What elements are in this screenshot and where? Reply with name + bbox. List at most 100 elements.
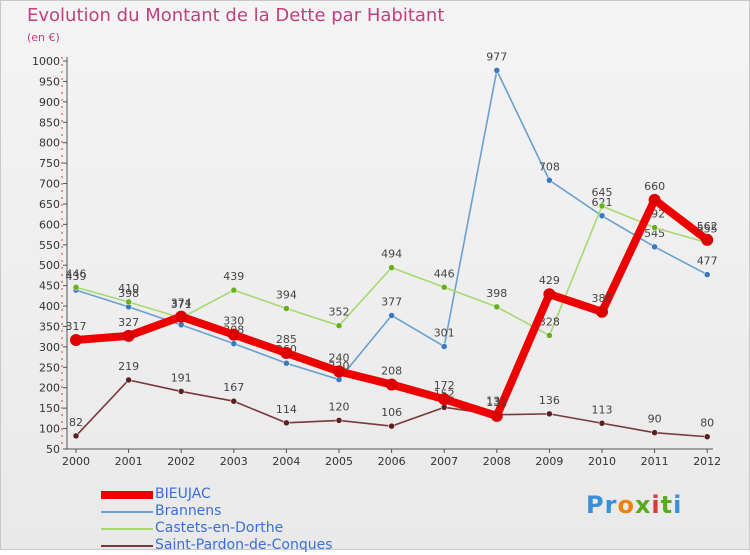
data-label: 301 — [434, 326, 455, 339]
logo-letter: i — [651, 491, 661, 519]
y-tick-label: 100 — [39, 423, 60, 436]
data-point — [543, 288, 556, 301]
y-tick-label: 950 — [39, 75, 60, 88]
y-tick-label: 650 — [39, 198, 60, 211]
data-label: 82 — [69, 416, 83, 429]
data-label: 439 — [223, 270, 244, 283]
data-label: 446 — [66, 267, 87, 280]
legend-label: Brannens — [155, 503, 222, 519]
legend-item-castets: Castets-en-Dorthe — [101, 521, 361, 538]
data-label: 977 — [486, 50, 507, 63]
data-label: 219 — [118, 360, 139, 373]
y-tick-label: 250 — [39, 361, 60, 374]
x-tick-label: 2009 — [535, 455, 563, 468]
data-label: 545 — [644, 227, 665, 240]
data-label: 410 — [118, 282, 139, 295]
data-point — [648, 193, 661, 206]
data-point — [440, 404, 448, 411]
legend-label: BIEUJAC — [155, 486, 211, 502]
data-point — [546, 332, 553, 339]
data-label: 494 — [381, 248, 402, 261]
data-label: 621 — [592, 196, 613, 209]
data-label: 708 — [539, 160, 560, 173]
data-point — [651, 243, 658, 251]
legend-item-brannens: Brannens — [101, 504, 361, 521]
data-point — [283, 305, 290, 312]
data-point — [546, 177, 553, 184]
y-tick-label: 150 — [39, 402, 60, 415]
data-point — [703, 271, 711, 278]
data-label: 371 — [171, 298, 192, 311]
data-point — [438, 393, 451, 406]
data-point — [72, 432, 80, 440]
proxiti-logo: Proxiti — [586, 491, 682, 519]
logo-letter: P — [586, 491, 605, 519]
y-tick-label: 550 — [39, 239, 60, 252]
data-point — [283, 419, 290, 427]
y-tick-label: 900 — [39, 96, 60, 109]
data-label: 660 — [644, 180, 665, 193]
data-point — [335, 322, 343, 329]
data-label: 398 — [118, 287, 139, 300]
data-label: 394 — [276, 289, 297, 302]
data-point — [651, 224, 658, 231]
data-point — [493, 67, 501, 74]
y-tick-label: 200 — [39, 382, 60, 395]
y-tick-label: 850 — [39, 116, 60, 129]
x-tick-label: 2006 — [378, 455, 406, 468]
data-point — [335, 376, 343, 383]
y-tick-label: 800 — [39, 137, 60, 150]
x-tick-label: 2008 — [483, 455, 511, 468]
legend-item-saint-pardon: Saint-Pardon-de-Conques — [101, 538, 361, 555]
data-label: 136 — [539, 394, 560, 407]
data-label: 439 — [66, 270, 87, 283]
x-tick-label: 2002 — [167, 455, 195, 468]
y-tick-label: 1000 — [32, 55, 60, 68]
logo-letter: t — [660, 491, 674, 519]
x-tick-label: 2000 — [62, 455, 90, 468]
data-label: 352 — [329, 306, 350, 319]
data-point — [701, 233, 714, 246]
x-tick-label: 2003 — [220, 455, 248, 468]
data-point — [493, 303, 501, 311]
chart-title: Evolution du Montant de la Dette par Hab… — [27, 5, 445, 26]
data-label: 317 — [66, 320, 87, 333]
data-label: 90 — [648, 413, 662, 426]
data-label: 429 — [539, 274, 560, 287]
legend-swatch — [101, 491, 153, 499]
logo-letter: o — [617, 491, 635, 519]
logo-letter: i — [673, 491, 683, 519]
chart-subtitle: (en €) — [27, 31, 60, 44]
logo-letter: x — [634, 491, 652, 519]
legend-label: Saint-Pardon-de-Conques — [155, 537, 333, 553]
logo-letter: r — [604, 491, 618, 519]
data-label: 114 — [276, 403, 297, 416]
x-tick-label: 2001 — [115, 455, 143, 468]
data-point — [280, 347, 293, 360]
data-point — [230, 397, 238, 405]
data-label: 327 — [118, 316, 139, 329]
y-tick-label: 350 — [39, 320, 60, 333]
data-label: 446 — [434, 267, 455, 280]
y-tick-label: 300 — [39, 341, 60, 354]
data-label: 131 — [486, 396, 507, 409]
legend-item-bieujac: BIEUJAC — [101, 487, 361, 504]
y-tick-label: 450 — [39, 280, 60, 293]
data-point — [175, 310, 188, 323]
data-label: 477 — [697, 255, 718, 268]
data-label: 167 — [223, 381, 244, 394]
data-label: 645 — [592, 186, 613, 199]
data-label: 113 — [592, 403, 613, 416]
data-point — [598, 420, 606, 427]
y-tick-label: 50 — [46, 443, 60, 456]
data-point — [333, 365, 345, 378]
data-point — [546, 410, 553, 418]
data-point — [335, 417, 343, 424]
data-point — [230, 286, 238, 294]
data-label: 240 — [329, 351, 350, 364]
x-tick-label: 2004 — [272, 455, 300, 468]
data-label: 80 — [700, 417, 714, 430]
legend-label: Castets-en-Dorthe — [155, 520, 284, 536]
data-point — [122, 329, 135, 342]
